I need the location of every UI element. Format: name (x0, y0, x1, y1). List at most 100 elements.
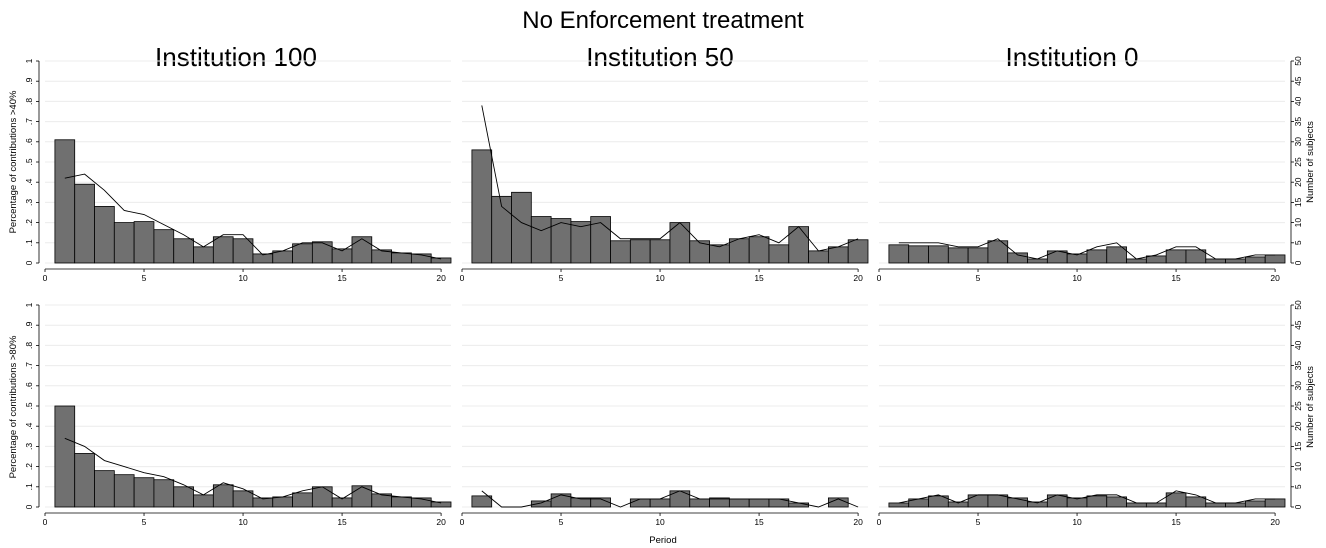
bar (153, 479, 175, 508)
panel-5: 0 5 10 15 20 (460, 304, 868, 527)
bar (1264, 498, 1286, 508)
left-tick-label: 1 (24, 58, 34, 63)
x-tick-label: 10 (1072, 517, 1082, 527)
bar (351, 485, 373, 508)
bar (748, 498, 770, 508)
left-tick-label: 0 (24, 260, 34, 265)
x-tick-label: 5 (559, 273, 564, 283)
bar (709, 244, 730, 264)
bar (827, 246, 849, 264)
x-tick-label: 20 (1270, 517, 1280, 527)
x-tick-label: 0 (877, 517, 882, 527)
x-tick-label: 15 (1171, 273, 1181, 283)
bar (808, 250, 829, 264)
bar (908, 245, 929, 264)
column-title-1: Institution 100 (155, 42, 317, 72)
bar (967, 247, 989, 264)
left-tick-label: .7 (24, 118, 34, 125)
right-tick-label: 15 (1293, 441, 1303, 451)
x-tick-label: 15 (337, 273, 347, 283)
x-tick-label: 20 (436, 273, 446, 283)
x-tick-label: 5 (976, 273, 981, 283)
left-tick-label: .7 (24, 362, 34, 369)
right-tick-label: 40 (1293, 96, 1303, 106)
figure-title: No Enforcement treatment (522, 7, 804, 34)
x-tick-label: 5 (559, 517, 564, 527)
bar (788, 502, 809, 508)
bar (74, 453, 95, 508)
bar (1145, 255, 1167, 264)
bar (232, 490, 254, 508)
left-tick-label: 0 (24, 504, 34, 509)
left-tick-label: .6 (24, 138, 34, 145)
bar (530, 216, 552, 264)
bar (1106, 496, 1127, 508)
right-tick-label: 45 (1293, 76, 1303, 86)
bar (113, 474, 135, 508)
x-tick-label: 5 (976, 517, 981, 527)
bar (1106, 246, 1127, 264)
bar (570, 221, 592, 264)
bar (430, 257, 452, 264)
x-tick-label: 5 (142, 517, 147, 527)
bar (391, 496, 412, 508)
x-tick-label: 20 (853, 517, 863, 527)
bar (292, 243, 313, 264)
bar (1126, 502, 1147, 508)
bar (292, 492, 313, 508)
series-line (898, 490, 1276, 504)
left-tick-label: .5 (24, 158, 34, 165)
right-axis-label-top: Number of subjects (1305, 121, 1316, 203)
bar (173, 238, 194, 264)
left-tick-label: .4 (24, 422, 34, 429)
right-tick-label: 10 (1293, 218, 1303, 228)
x-tick-label: 10 (238, 273, 248, 283)
bar (649, 239, 671, 264)
bar (1185, 249, 1207, 264)
x-tick-label: 0 (877, 273, 882, 283)
x-tick-label: 15 (337, 517, 347, 527)
x-tick-label: 5 (142, 273, 147, 283)
right-tick-label: 35 (1293, 361, 1303, 371)
bar (689, 498, 710, 508)
bar (1027, 258, 1048, 264)
bar (888, 502, 910, 508)
right-tick-label: 15 (1293, 197, 1303, 207)
right-tick-label: 0 (1293, 504, 1303, 509)
bar (1126, 258, 1147, 264)
bar (133, 221, 155, 264)
bar (311, 486, 333, 508)
bar (351, 236, 373, 264)
bar (511, 191, 532, 264)
left-tick-label: .9 (24, 321, 34, 328)
bar (1244, 500, 1266, 508)
left-tick-label: .2 (24, 219, 34, 226)
bar (133, 477, 155, 508)
right-tick-label: 25 (1293, 401, 1303, 411)
bar (391, 252, 412, 264)
bar (1086, 495, 1108, 508)
right-tick-label: 30 (1293, 137, 1303, 147)
x-tick-label: 20 (853, 273, 863, 283)
series-line (481, 105, 859, 252)
bar (193, 494, 214, 508)
bar (1244, 256, 1266, 264)
bar (728, 238, 750, 264)
left-tick-label: .4 (24, 178, 34, 185)
bar (54, 139, 76, 264)
right-tick-label: 30 (1293, 381, 1303, 391)
right-tick-label: 10 (1293, 462, 1303, 472)
right-tick-label: 20 (1293, 421, 1303, 431)
panel-3: 0 5 10 15 20 25 30 35 40 45 50 0 5 10 15 20 (877, 56, 1303, 283)
bar (728, 498, 750, 508)
x-tick-label: 15 (754, 517, 764, 527)
x-tick-label: 15 (1171, 517, 1181, 527)
left-tick-label: .8 (24, 342, 34, 349)
bar (193, 246, 214, 264)
left-tick-label: .1 (24, 483, 34, 490)
left-tick-label: 1 (24, 302, 34, 307)
x-tick-label: 10 (238, 517, 248, 527)
bar (967, 494, 989, 508)
left-tick-label: .2 (24, 463, 34, 470)
